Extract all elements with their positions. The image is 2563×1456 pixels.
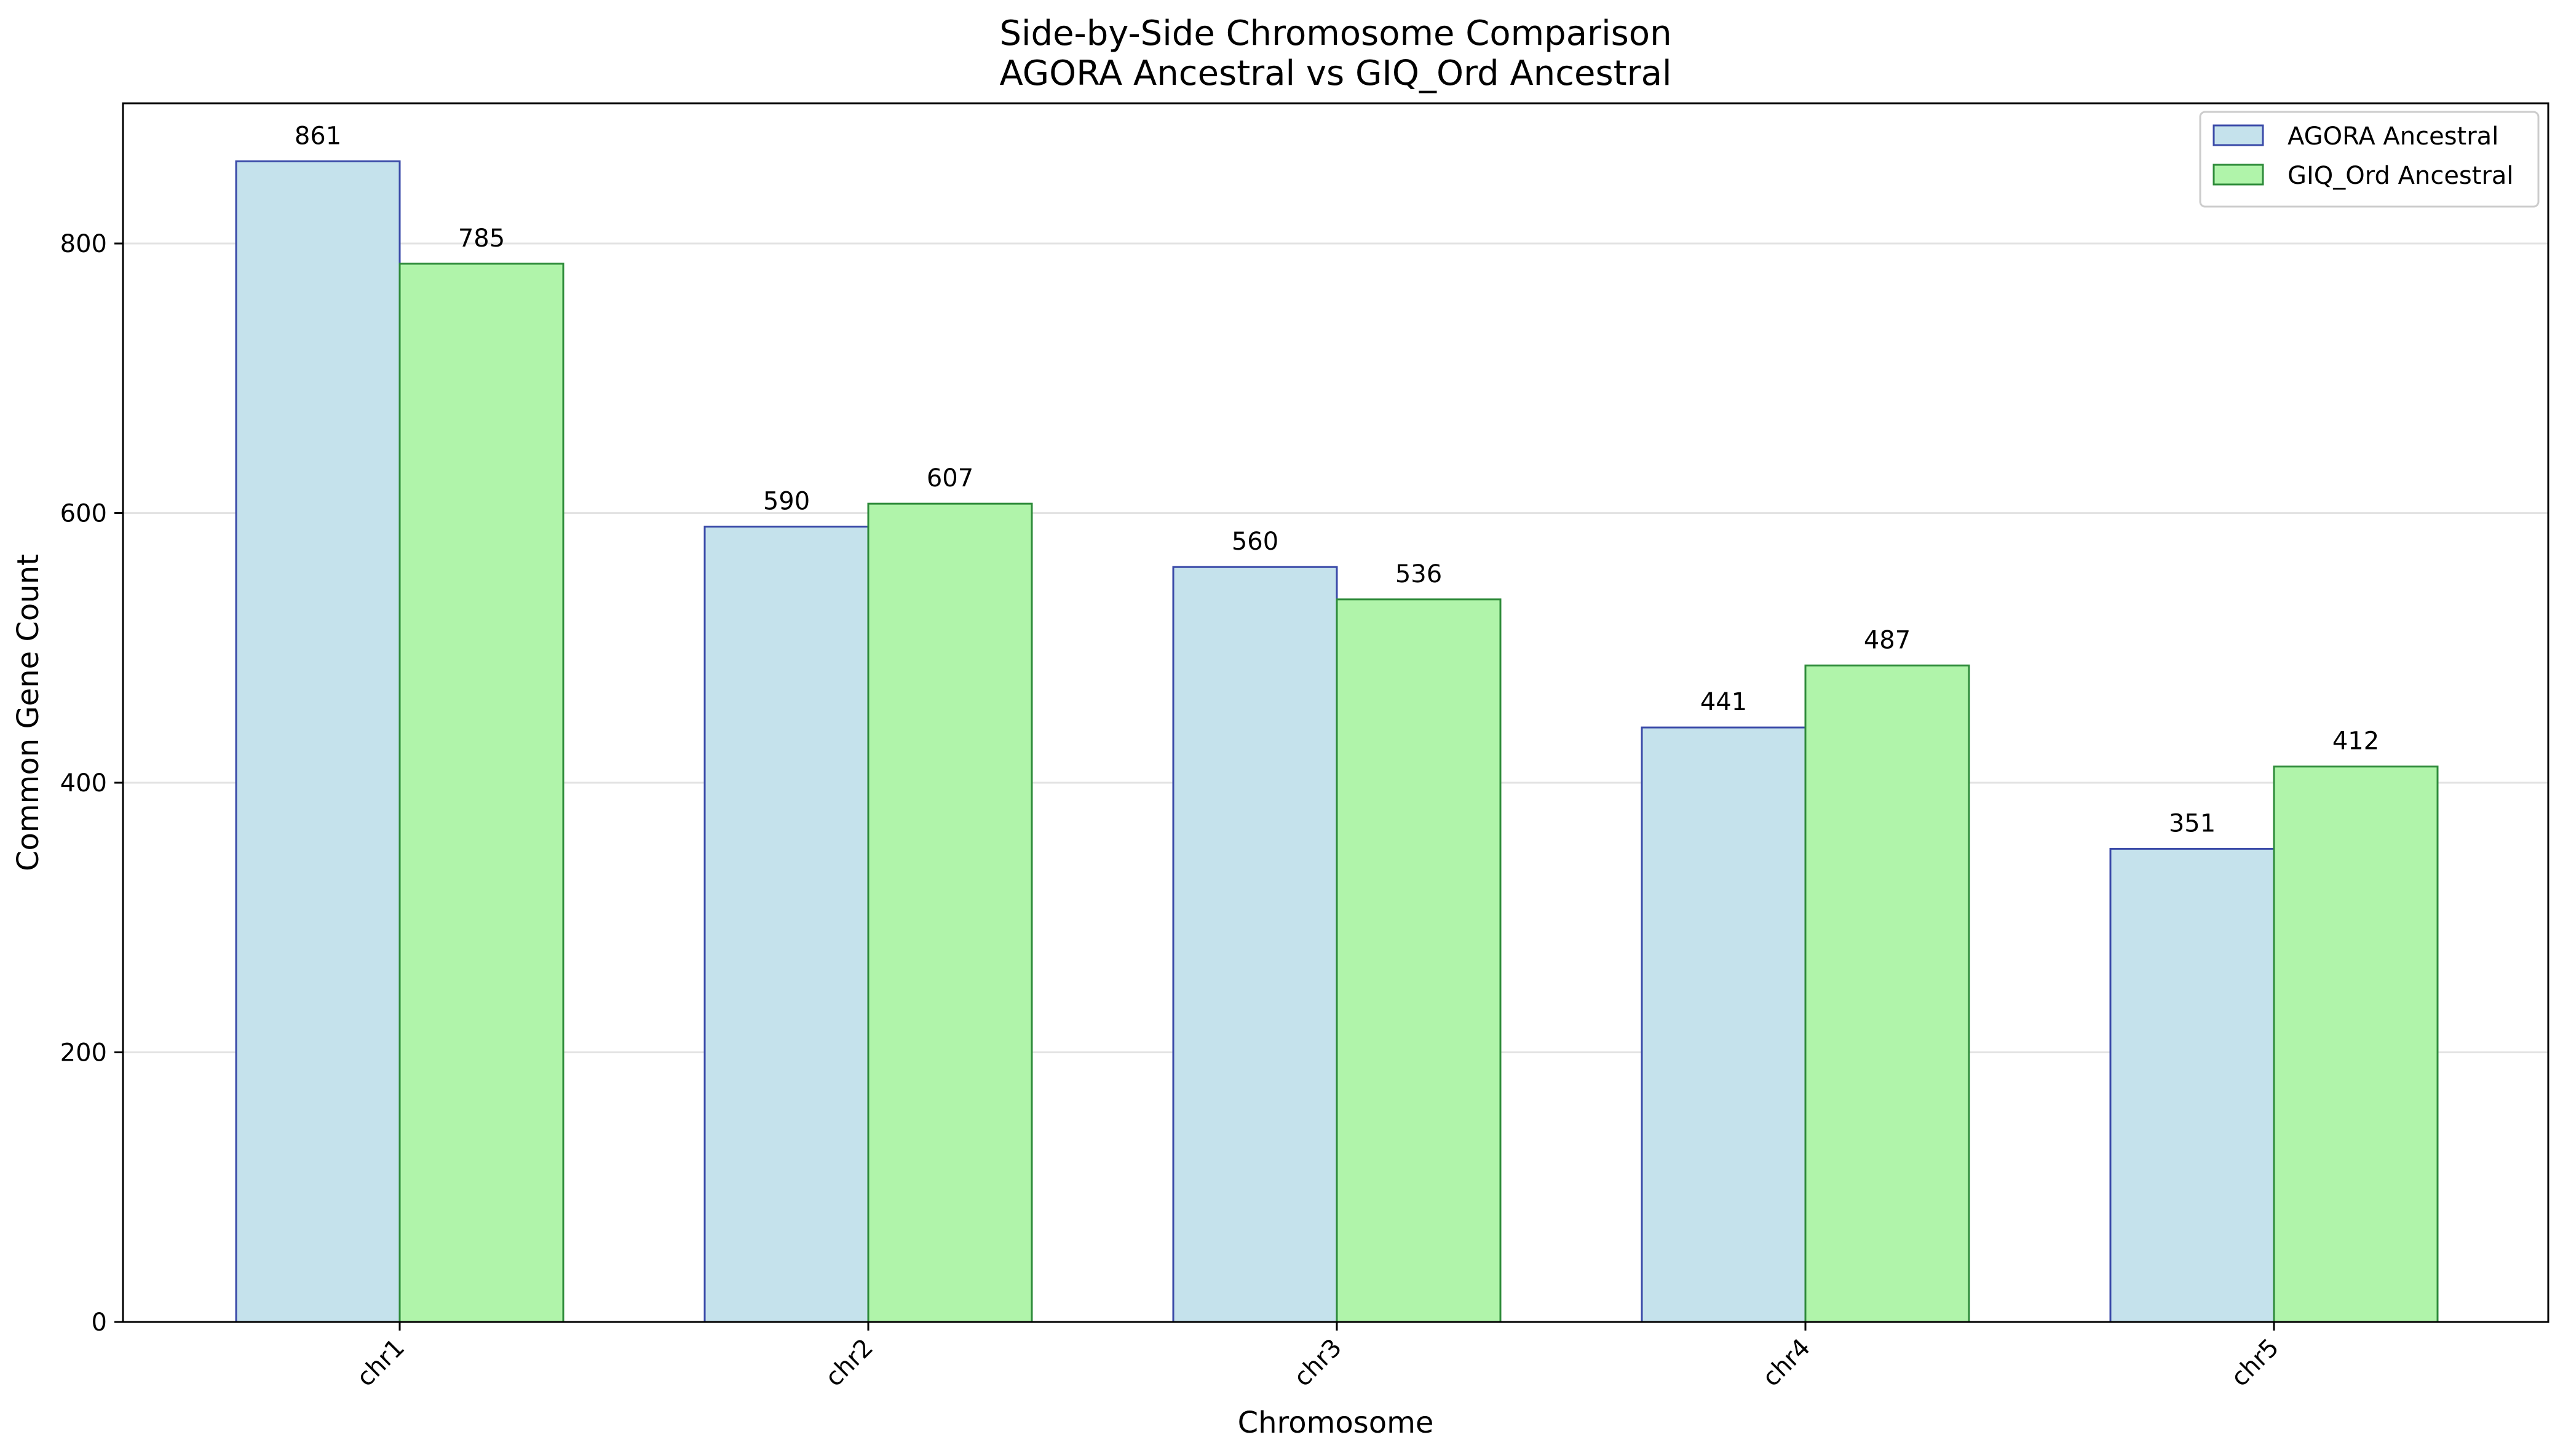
chart-title: Side-by-Side Chromosome Comparison AGORA… [999, 14, 1671, 93]
y-tick-label: 800 [60, 230, 107, 258]
y-tick-label: 200 [60, 1039, 107, 1067]
legend-label-giq-ord: GIQ_Ord Ancestral [2288, 162, 2514, 190]
bar-value-label: 607 [927, 464, 973, 493]
bar-value-label: 487 [1864, 626, 1911, 654]
legend-swatch-giq-ord [2212, 164, 2264, 186]
bar-value-label: 560 [1232, 528, 1278, 556]
bars [235, 160, 2439, 1323]
legend: AGORA Ancestral GIQ_Ord Ancestral [2199, 111, 2540, 208]
y-tick-label: 0 [92, 1308, 107, 1337]
bar-value-label: 590 [763, 487, 810, 515]
bar-agora-chr3 [1172, 566, 1338, 1323]
bar-agora-chr1 [235, 160, 401, 1323]
y-tick-label: 400 [60, 769, 107, 797]
bar-value-label: 785 [458, 224, 505, 253]
bar-value-labels: 861 785 590 607 560 536 441 487 351 412 [295, 122, 2379, 837]
plot-frame [122, 102, 2549, 1323]
chart-title-line2: AGORA Ancestral vs GIQ_Ord Ancestral [999, 53, 1671, 93]
x-axis-label: Chromosome [1238, 1406, 1434, 1440]
x-tick-label: chr1 [351, 1334, 410, 1393]
x-tick-label: chr5 [2225, 1334, 2284, 1393]
bar-giq-ord-chr1 [398, 263, 564, 1323]
bar-giq-ord-chr3 [1336, 598, 1502, 1323]
x-tick-label: chr2 [820, 1334, 879, 1393]
bar-giq-ord-chr2 [867, 502, 1033, 1323]
x-tick-label: chr4 [1757, 1334, 1816, 1393]
bar-agora-chr2 [703, 525, 870, 1323]
bar-giq-ord-chr4 [1804, 664, 1970, 1323]
y-axis-label: Common Gene Count [11, 554, 46, 871]
bar-value-label: 441 [1700, 688, 1747, 716]
chart-title-line1: Side-by-Side Chromosome Comparison [999, 14, 1671, 53]
bar-giq-ord-chr5 [2273, 766, 2439, 1323]
y-axis-ticks: 0 200 400 600 800 [60, 230, 123, 1337]
x-axis-ticks: chr1 chr2 chr3 chr4 chr5 [351, 1322, 2284, 1392]
bar-value-label: 351 [2169, 809, 2216, 837]
bar-agora-chr4 [1641, 726, 1807, 1323]
x-tick-label: chr3 [1288, 1334, 1347, 1393]
legend-swatch-agora [2212, 124, 2264, 146]
legend-label-agora: AGORA Ancestral [2288, 122, 2498, 151]
y-tick-label: 600 [60, 500, 107, 528]
bar-agora-chr5 [2109, 847, 2275, 1323]
bar-value-label: 412 [2332, 727, 2379, 756]
bar-value-label: 536 [1395, 560, 1442, 588]
bar-value-label: 861 [295, 122, 341, 150]
legend-box [2199, 111, 2540, 208]
